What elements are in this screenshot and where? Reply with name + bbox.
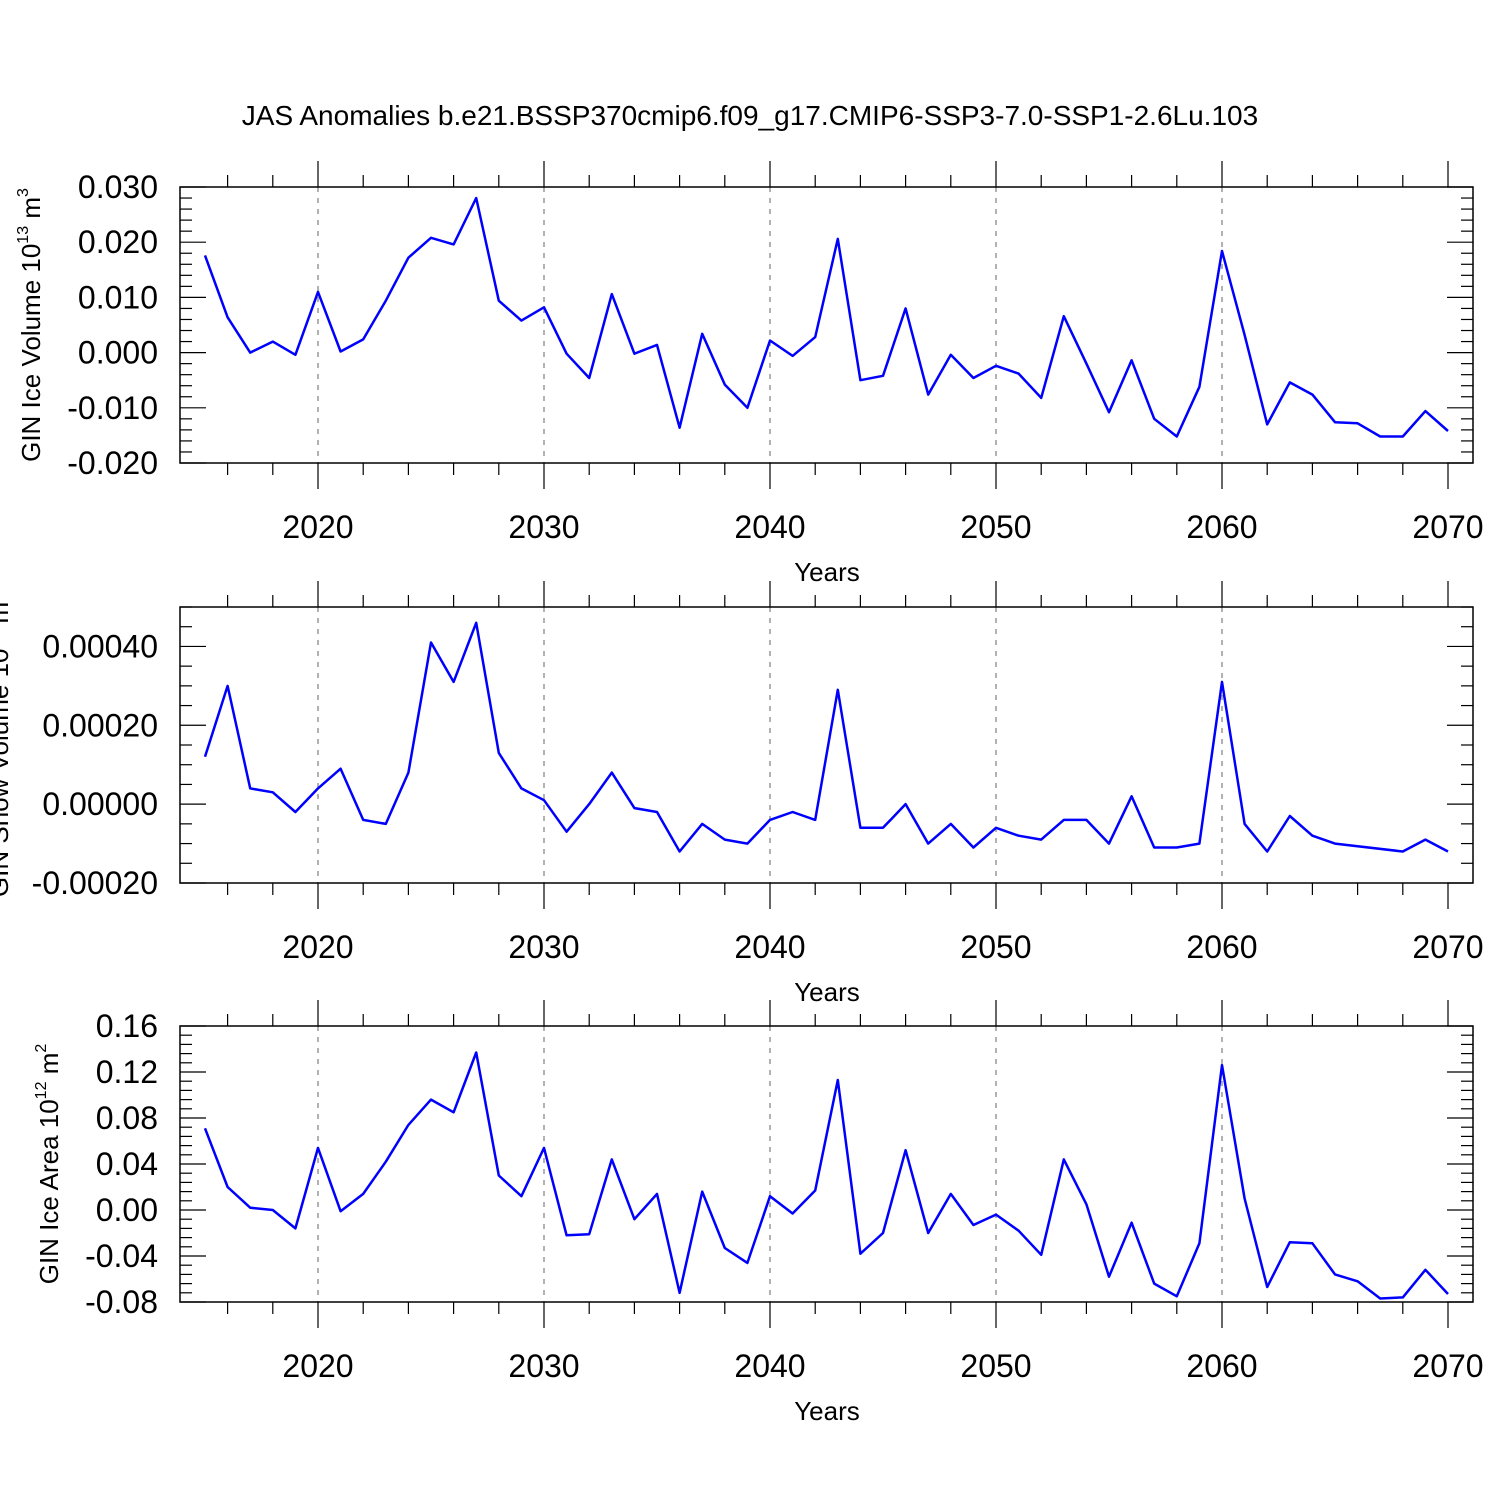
y-tick-label: 0.16 <box>96 1008 158 1044</box>
y-axis-label: GIN Ice Area 1012 m2 <box>33 1044 64 1285</box>
panel-1: 2020 2030 2040 2050 2060 2070 Years -0.020 -0.01… <box>15 161 1484 587</box>
x-tick-label: 2060 <box>1186 1348 1257 1384</box>
x-tick-label: 2070 <box>1412 509 1483 545</box>
plot-frame <box>179 1025 1474 1303</box>
series-line <box>203 621 1449 853</box>
x-tick-label: 2050 <box>960 1348 1031 1384</box>
y-tick-label: 0.12 <box>96 1054 158 1090</box>
y-tick-label: 0.04 <box>96 1146 158 1182</box>
x-tick-label: 2020 <box>282 1348 353 1384</box>
series-line <box>203 1051 1449 1300</box>
x-tick-label: 2050 <box>960 929 1031 965</box>
y-axis-label: GIN Snow Volume 1013 m3 <box>0 593 14 897</box>
x-axis-label: Years <box>794 557 860 587</box>
y-tick-label: -0.08 <box>85 1284 158 1320</box>
y-tick-label: 0.030 <box>78 169 158 205</box>
x-tick-label: 2060 <box>1186 509 1257 545</box>
y-axis-label: GIN Ice Volume 1013 m3 <box>15 188 46 462</box>
y-tick-label: -0.04 <box>85 1238 158 1274</box>
x-tick-label: 2040 <box>734 929 805 965</box>
y-tick-label: 0.00020 <box>42 707 158 743</box>
chart-title: JAS Anomalies b.e21.BSSP370cmip6.f09_g17… <box>242 100 1258 131</box>
x-tick-label: 2030 <box>508 1348 579 1384</box>
y-tick-label: 0.020 <box>78 224 158 260</box>
x-tick-label: 2050 <box>960 509 1031 545</box>
x-axis-label: Years <box>794 977 860 1007</box>
y-tick-label: 0.08 <box>96 1100 158 1136</box>
y-tick-label: 0.000 <box>78 335 158 371</box>
plot-frame <box>179 606 1474 884</box>
plot-frame <box>179 186 1474 464</box>
y-tick-label: 0.010 <box>78 279 158 315</box>
x-tick-label: 2040 <box>734 509 805 545</box>
x-tick-label: 2030 <box>508 929 579 965</box>
x-axis-label: Years <box>794 1396 860 1426</box>
x-tick-label: 2030 <box>508 509 579 545</box>
x-tick-label: 2040 <box>734 1348 805 1384</box>
x-tick-label: 2070 <box>1412 929 1483 965</box>
x-tick-label: 2070 <box>1412 1348 1483 1384</box>
y-tick-label: 0.00 <box>96 1192 158 1228</box>
y-tick-label: -0.00020 <box>32 865 158 901</box>
y-tick-label: -0.020 <box>67 445 158 481</box>
x-tick-label: 2060 <box>1186 929 1257 965</box>
y-tick-label: 0.00000 <box>42 786 158 822</box>
series-line <box>203 196 1449 438</box>
panel-2: 2020 2030 2040 2050 2060 2070 Years -0.00020 0.0… <box>0 581 1484 1007</box>
y-tick-label: 0.00040 <box>42 628 158 664</box>
x-tick-label: 2020 <box>282 509 353 545</box>
x-tick-label: 2020 <box>282 929 353 965</box>
y-tick-label: -0.010 <box>67 390 158 426</box>
panel-3: 2020 2030 2040 2050 2060 2070 Years -0.08 -0.04 0… <box>33 1000 1484 1426</box>
